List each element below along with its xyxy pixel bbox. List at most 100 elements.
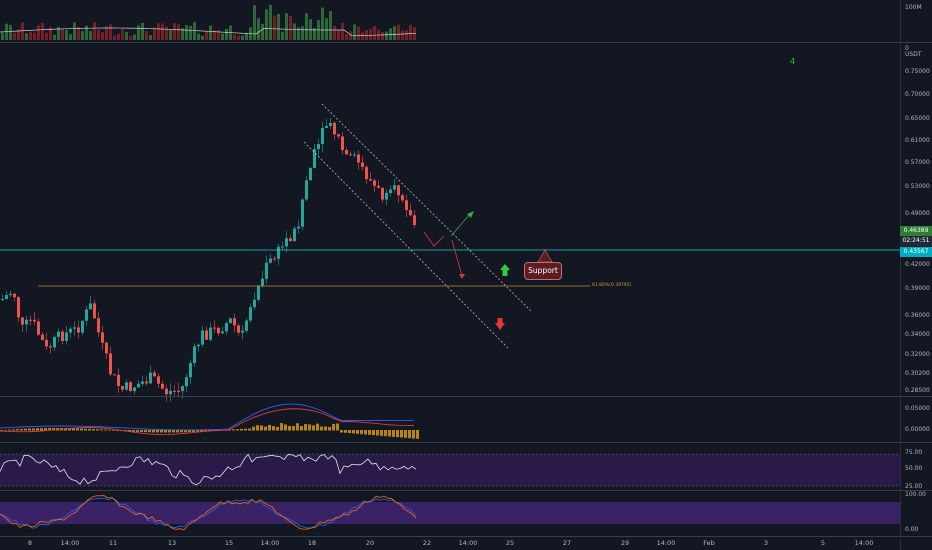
volume-bar [161,23,164,40]
macd-histogram-bar [52,428,55,431]
candle-body [229,318,232,324]
volume-bar [217,30,220,40]
macd-histogram-bar [204,430,207,432]
volume-scale-label: 100M [905,4,922,11]
pane-separator[interactable] [0,442,932,443]
candle-body [57,331,60,337]
time-tick: 5 [820,539,826,547]
macd-histogram-bar [400,430,403,438]
volume-bar [253,5,256,40]
time-axis[interactable]: 8 14:00 11 13 15 14:00 18 20 22 14:00 25… [0,536,900,550]
volume-bar [9,25,12,40]
pane-separator[interactable] [0,396,932,397]
macd-histogram-bar [248,428,251,431]
macd-histogram-bar [140,430,143,433]
volume-bar [189,25,192,40]
candle-body [305,180,308,200]
rsi-pane [0,453,417,486]
volume-bar [17,29,20,40]
candle-body [329,122,332,126]
time-tick: 14:00 [854,539,874,547]
channel-lower [303,141,509,349]
volume-bar [221,33,224,40]
volume-bar [321,7,324,40]
candle-body [413,215,416,226]
pane-separator[interactable] [0,490,932,491]
volume-bar [393,26,396,40]
volume-bar [261,24,264,40]
volume-bar [81,30,84,40]
candle-body [101,332,104,343]
volume-bar [337,29,340,40]
macd-histogram-bar [16,429,19,431]
stoch-tick: 100.00 [905,491,926,498]
volume-bar [105,26,108,40]
volume-bar [409,24,412,40]
rsi-tick: 50.00 [905,465,923,472]
volume-bar [365,29,368,40]
volume-bar [145,30,148,40]
candle-body [125,382,128,390]
candle-body [185,377,188,387]
candle-body [285,238,288,247]
candle-body [157,376,160,384]
pane-separator[interactable] [0,42,932,43]
volume-bar [181,28,184,40]
macd-histogram-bar [88,428,91,431]
macd-histogram-bar [396,430,399,438]
candle-body [401,195,404,201]
time-tick: 15 [224,539,234,547]
price-tick: 0.65000 [905,115,930,122]
volume-bar [89,30,92,40]
candle-body [5,295,8,300]
volume-bar [329,10,332,41]
macd-histogram-bar [156,430,159,433]
volume-bar [277,13,280,41]
candle-body [233,318,236,326]
candle-body [81,320,84,333]
candle-body [253,299,256,308]
candle-body [213,327,216,329]
candle-body [341,136,344,150]
candle-body [245,320,248,331]
macd-histogram-bar [244,428,247,431]
volume-bar [137,25,140,40]
macd-histogram-bar [348,430,351,434]
candle-body [385,193,388,200]
volume-bar [357,26,360,40]
price-tick: 0.42000 [905,261,930,268]
macd-histogram-bar [276,426,279,431]
price-tick: 0.39000 [905,285,930,292]
macd-histogram-bar [148,430,151,433]
candle-body [117,374,120,387]
candle-body [61,331,64,342]
macd-histogram-bar [316,423,319,431]
volume-bar [213,30,216,40]
volume-bar [325,18,328,40]
volume-bar [361,32,364,40]
candle-body [105,342,108,354]
support-label[interactable]: Support [524,262,562,280]
price-axis[interactable]: 100M 0 USDT 0.75000 0.70000 0.65000 0.61… [900,0,932,550]
macd-histogram-bar [4,429,7,431]
up-marker-icon [500,264,510,276]
candle-body [69,328,72,333]
candle-body [225,323,228,332]
volume-bar [265,9,268,40]
macd-histogram-bar [336,423,339,431]
candle-body [17,297,20,318]
volume-bar [245,32,248,40]
price-tick: 0.49000 [905,210,930,217]
volume-bar [109,24,112,40]
stoch-pane [0,495,417,531]
macd-histogram-bar [8,429,11,431]
volume-bar [49,26,52,40]
macd-histogram-bar [0,430,3,431]
candle-body [361,162,364,168]
volume-bar [297,27,300,40]
candle-body [273,258,276,260]
macd-histogram-bar [64,428,67,431]
volume-bar [349,31,352,40]
macd-histogram-bar [304,424,307,431]
